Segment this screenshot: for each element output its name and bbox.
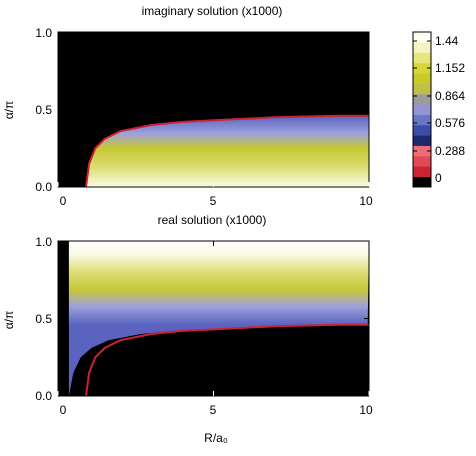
top-boundary-contour (85, 114, 369, 187)
bottom-boundary-contour (85, 323, 369, 396)
colorbar-swatch-8 (413, 94, 431, 105)
bottom-x-tick-5: 5 (210, 403, 217, 417)
top-x-tick-10: 10 (359, 194, 373, 208)
top-y-tick-0: 0.0 (35, 180, 52, 194)
top-panel-title: imaginary solution (x1000) (142, 4, 283, 18)
colorbar-ticks (413, 40, 431, 179)
x-axis-label: R/a₀ (204, 431, 228, 445)
bottom-x-tick-10: 10 (359, 403, 373, 417)
colorbar-frame (412, 31, 432, 188)
bottom-panel-title: real solution (x1000) (158, 213, 267, 227)
colorbar-swatch-2 (413, 156, 431, 167)
top-y-tick-1: 1.0 (35, 26, 52, 40)
colorbar-swatch-3 (413, 145, 431, 157)
colorbar-swatch-7 (413, 104, 431, 115)
colorbar-swatch-12 (413, 52, 431, 64)
top-solution-field (86, 115, 369, 187)
bottom-x-tick-0: 0 (60, 403, 67, 417)
bottom-y-tick-1: 1.0 (35, 235, 52, 249)
colorbar-label-4: 0.576 (435, 116, 465, 130)
imaginary-solution-panel: imaginary solution (x1000) 0 5 10 0.0 0.… (2, 4, 373, 208)
colorbar-swatch-9 (413, 83, 431, 95)
colorbar-label-1: 1.44 (435, 34, 459, 48)
colorbar-label-5: 0.288 (435, 144, 465, 158)
bottom-y-tick-0: 0.0 (35, 389, 52, 403)
bottom-y-axis-label: α/π (2, 311, 16, 330)
colorbar-swatch-14 (413, 32, 431, 43)
bottom-axis-ticks (57, 240, 370, 397)
top-x-tick-5: 5 (210, 194, 217, 208)
top-x-tick-0: 0 (60, 194, 67, 208)
colorbar-swatch-10 (413, 73, 431, 84)
top-y-tick-05: 0.5 (35, 103, 52, 117)
bottom-solution-field (68, 241, 369, 396)
colorbar-label-6: 0 (435, 171, 442, 185)
colorbar-swatch-0 (413, 176, 431, 188)
colorbar-label-3: 0.864 (435, 89, 465, 103)
colorbar-swatch-11 (413, 63, 431, 74)
colorbar-swatches (413, 32, 431, 188)
top-axis-ticks (57, 31, 370, 188)
top-y-axis-label: α/π (2, 101, 16, 120)
real-solution-panel: real solution (x1000) 0 5 10 0.0 0.5 1.0… (2, 213, 373, 445)
colorbar-swatch-6 (413, 114, 431, 126)
bottom-y-tick-05: 0.5 (35, 312, 52, 326)
colorbar-swatch-13 (413, 42, 431, 53)
colorbar-swatch-4 (413, 135, 431, 146)
colorbar-label-2: 1.152 (435, 61, 465, 75)
colorbar: 1.44 1.152 0.864 0.576 0.288 0 (412, 31, 465, 188)
colorbar-swatch-5 (413, 125, 431, 136)
colorbar-swatch-1 (413, 166, 431, 177)
